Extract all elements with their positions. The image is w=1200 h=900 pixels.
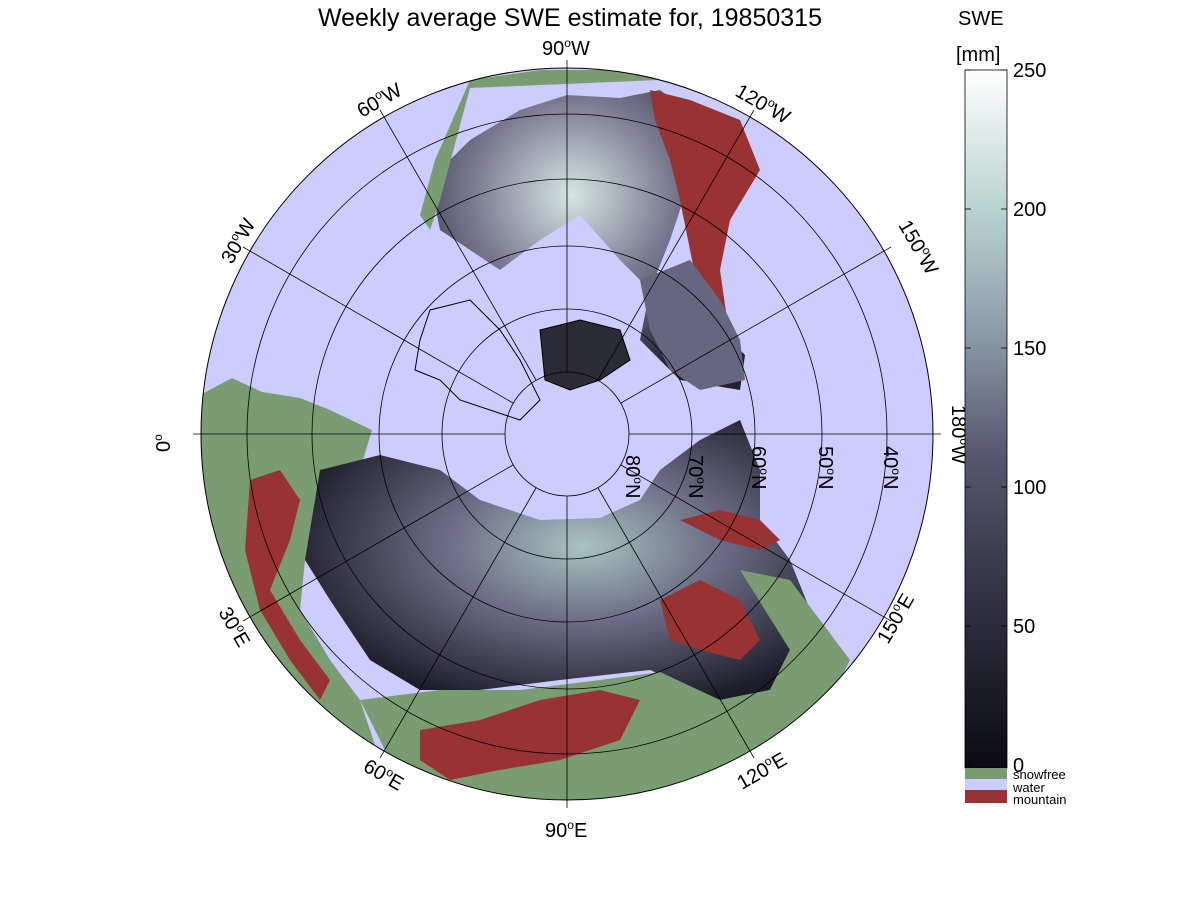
graticule [193,60,941,808]
legend-label-snowfree: snowfree [1013,767,1066,782]
lon-label-90w: 90oW [542,36,590,60]
mountain-alps [245,470,330,700]
colorbar-tick-label: 0 [1013,755,1024,777]
meridian-30w [242,246,514,404]
meridian-60e [379,487,537,759]
lat-label-80n: 80oN [621,455,645,498]
greenland [414,299,541,421]
mountain-central-asia [420,690,640,780]
legend-swatch-water [965,779,1007,790]
lat-label-70n: 70oN [684,455,708,498]
lat-label-40n: 40oN [879,446,903,489]
legend-label-water: water [1012,780,1045,795]
colorbar-tick-label: 250 [1013,60,1046,82]
mountain-siberia [660,580,760,660]
mountain-east-siberia [680,510,780,550]
lon-label-150w: 150oW [894,216,944,279]
meridian-60w [379,109,537,381]
colorbar-label-line1: SWE [958,8,1004,30]
lat-label-50n: 50oN [814,446,838,489]
meridian-150e [620,464,892,622]
legend-swatch-mountain [965,790,1007,803]
colorbar-tick-label: 200 [1013,199,1046,221]
meridian-150w [620,246,892,404]
meridian-120w [597,109,755,381]
mountain-rockies [650,90,760,360]
lon-label-180w: 180oW [947,405,971,464]
colorbar-tick-label: 100 [1013,477,1046,499]
lat-label-60n: 60oN [747,446,771,489]
east-asia-land [740,570,850,720]
colorbar-ticks: 0 50 100 150 200 250 [965,60,1046,777]
lon-label-0: 0o [151,434,175,452]
latitude-labels: 80oN 70oN 60oN 50oN 40oN [621,446,903,498]
map-title: Weekly average SWE estimate for, 1985031… [318,4,822,32]
colorbar-tick-label: 150 [1013,338,1046,360]
legend-label-mountain: mountain [1013,792,1066,807]
colorbar-gradient [964,69,1008,769]
legend-swatch-snowfree [965,768,1007,779]
lon-label-90e: 90oE [545,818,587,842]
colorbar-label-line2: [mm] [956,44,1000,66]
meridian-120e [597,487,755,759]
meridian-30e [242,464,514,622]
colorbar-tick-label: 50 [1013,616,1035,638]
